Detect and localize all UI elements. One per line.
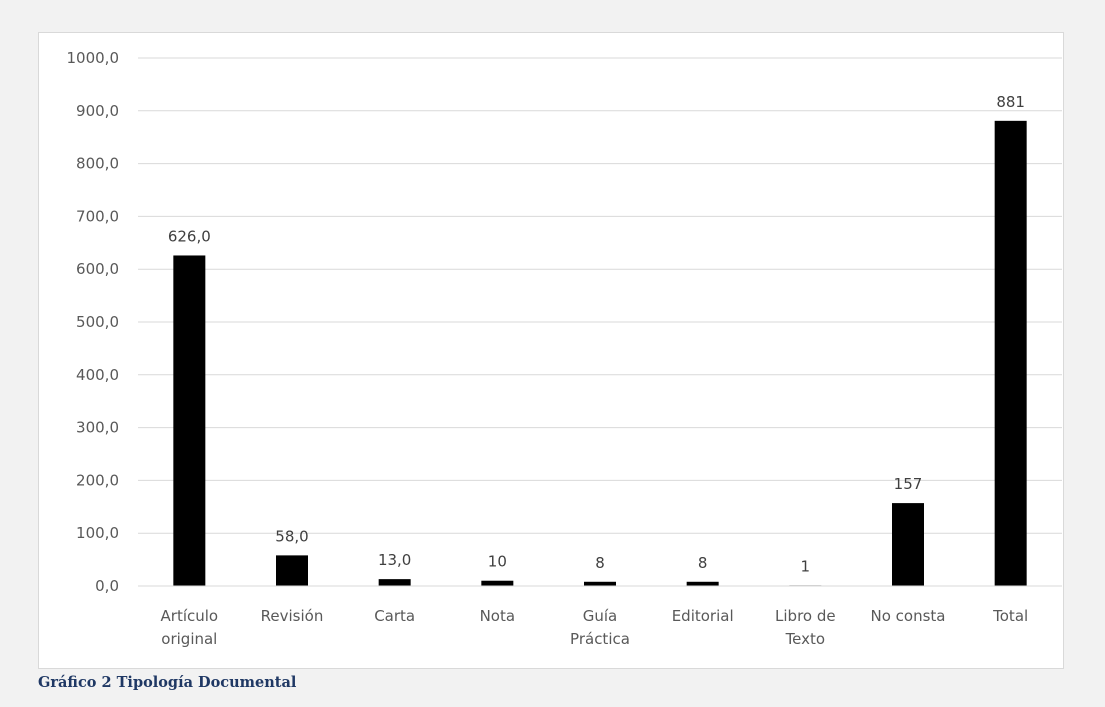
figure-caption: Gráfico 2 Tipología Documental — [38, 674, 297, 691]
bars — [173, 120, 1027, 587]
y-tick-label: 600,0 — [76, 260, 119, 278]
bar — [481, 580, 514, 586]
data-label: 626,0 — [168, 227, 211, 245]
data-label: 10 — [488, 553, 507, 571]
x-tick-label: Carta — [374, 607, 415, 625]
y-tick-label: 1000,0 — [67, 49, 120, 67]
x-tick-label: Práctica — [570, 630, 630, 648]
x-tick-label: Editorial — [672, 607, 734, 625]
bar — [276, 555, 308, 586]
y-tick-label: 500,0 — [76, 313, 119, 331]
x-tick-label: Artículo — [161, 607, 219, 625]
data-label: 157 — [894, 475, 923, 493]
data-label: 1 — [801, 557, 811, 575]
y-tick-label: 700,0 — [76, 207, 119, 225]
x-tick-label: original — [161, 630, 217, 648]
data-label: 8 — [595, 554, 605, 572]
data-label: 881 — [996, 93, 1025, 111]
y-tick-label: 0,0 — [95, 577, 119, 595]
bar — [173, 255, 206, 587]
data-label: 58,0 — [275, 527, 308, 545]
y-axis-tick-labels: 0,0 100,0 200,0 300,0 400,0 500,0 600,0 700,0 80… — [67, 49, 120, 595]
x-tick-label: Guía — [583, 607, 618, 625]
bar — [584, 581, 616, 586]
data-label: 13,0 — [378, 551, 411, 569]
y-tick-label: 100,0 — [76, 524, 119, 542]
bar — [378, 579, 411, 586]
bar — [994, 120, 1027, 586]
x-tick-label: Libro de — [775, 607, 836, 625]
y-tick-label: 300,0 — [76, 419, 119, 437]
x-tick-label: Total — [992, 607, 1028, 625]
x-tick-label: Revisión — [261, 607, 324, 625]
y-tick-label: 200,0 — [76, 471, 119, 489]
x-tick-label: No consta — [871, 607, 946, 625]
x-tick-label: Nota — [480, 607, 515, 625]
bar — [892, 503, 924, 586]
y-tick-label: 400,0 — [76, 366, 119, 384]
bar — [686, 581, 719, 586]
x-tick-label: Texto — [785, 630, 826, 648]
data-label: 8 — [698, 554, 708, 572]
y-tick-label: 800,0 — [76, 155, 119, 173]
y-tick-label: 900,0 — [76, 102, 119, 120]
gridlines — [138, 57, 1062, 534]
x-axis-tick-labels: Artículo original Revisión Carta Nota Guía Prá… — [161, 607, 1029, 648]
